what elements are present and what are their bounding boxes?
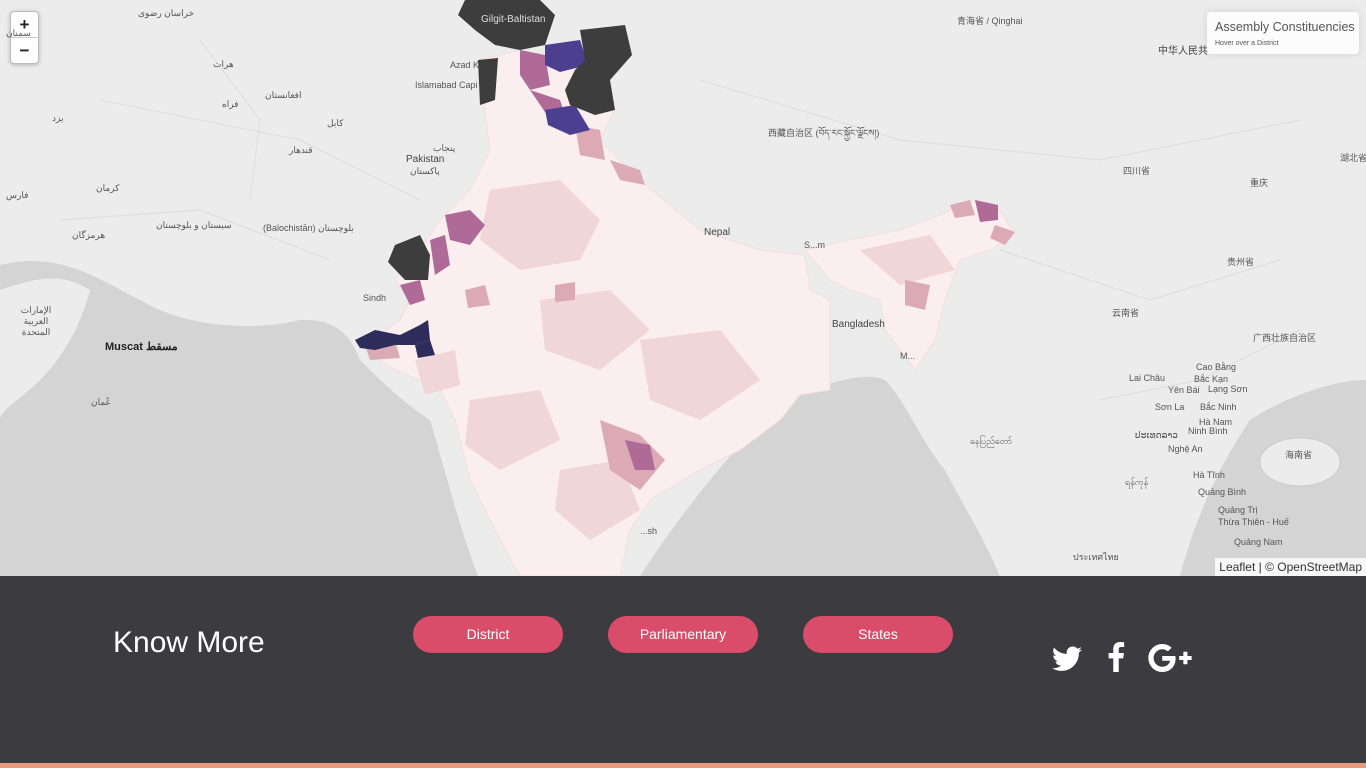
- place-label: Cao Bằng: [1196, 362, 1237, 372]
- place-label: 重庆: [1250, 178, 1269, 188]
- place-label: နေပြည်တော်: [970, 436, 1013, 446]
- place-label: خراسان رضوی: [138, 8, 195, 18]
- know-more-heading: Know More: [113, 626, 265, 659]
- place-label: 中华人民共: [1158, 46, 1208, 57]
- place-label: (Balochistān) بلوچستان: [263, 223, 354, 233]
- gulf-of-oman: [0, 278, 90, 420]
- facebook-icon[interactable]: [1106, 642, 1126, 677]
- legend-subtitle: Hover over a District: [1215, 40, 1279, 47]
- map-tiles: [0, 0, 1366, 576]
- place-label: سمنان: [6, 28, 31, 38]
- place-label: Gilgit-Baltistan: [481, 14, 546, 25]
- place-label: پاکستان: [410, 166, 440, 176]
- hainan: [1259, 437, 1341, 487]
- place-label: M...: [900, 351, 915, 361]
- place-label: ...sh: [640, 526, 658, 536]
- zoom-out-button[interactable]: −: [11, 37, 38, 63]
- place-label: Pakistan: [406, 154, 445, 165]
- gilgit-baltistan-region: [458, 0, 555, 50]
- place-label: 海南省: [1285, 450, 1313, 460]
- place-label: Lạng Sơn: [1208, 384, 1248, 394]
- place-label: عُمان: [91, 397, 111, 407]
- map-attribution: Leaflet | © OpenStreetMap: [1215, 558, 1366, 576]
- place-label: ရန်ကုန်: [1125, 477, 1149, 487]
- twitter-icon[interactable]: [1052, 646, 1082, 677]
- place-label: S...m: [804, 240, 826, 250]
- place-label: الإمارات العربية المتحدة: [20, 305, 52, 337]
- place-label: Quảng Nam: [1234, 537, 1283, 547]
- place-label: کرمان: [96, 183, 120, 193]
- place-label: ประเทศไทย: [1073, 552, 1119, 562]
- place-label: Islamabad Capi: [415, 80, 478, 90]
- place-label: کابل: [327, 118, 344, 128]
- place-label: 青海省 / Qinghai: [957, 16, 1023, 26]
- place-label: Quảng Trị: [1218, 505, 1258, 515]
- bottom-accent-bar: [0, 763, 1366, 768]
- parliamentary-button[interactable]: Parliamentary: [608, 616, 758, 653]
- place-label: یزد: [52, 113, 64, 123]
- states-button[interactable]: States: [803, 616, 953, 653]
- place-label: Quảng Bình: [1198, 487, 1247, 497]
- place-label: Azad K: [450, 60, 480, 70]
- place-label: سیستان و بلوچستان: [156, 220, 232, 230]
- place-label: ປະເທດລາວ: [1135, 430, 1179, 440]
- place-label: Thừa Thiên - Huế: [1218, 517, 1289, 527]
- place-label: 四川省: [1123, 166, 1151, 176]
- place-label: 广西壮族自治区: [1253, 333, 1317, 343]
- place-label: Hà Tĩnh: [1193, 470, 1225, 480]
- place-label: فراه: [222, 99, 239, 109]
- google-plus-icon[interactable]: [1148, 644, 1192, 677]
- place-label: Hà Nam: [1199, 417, 1233, 427]
- place-label: 湖北省: [1340, 153, 1366, 163]
- place-label: Bắc Ninh: [1200, 402, 1237, 412]
- place-label: Lai Châu: [1129, 373, 1166, 383]
- place-label: 贵州省: [1227, 257, 1255, 267]
- place-label: Bắc Kạn: [1194, 374, 1229, 384]
- place-label: فارس: [6, 190, 29, 200]
- zoom-control: + −: [10, 11, 39, 64]
- place-label: پنجاب: [433, 143, 456, 153]
- attribution-separator: | ©: [1258, 560, 1274, 574]
- place-label: Muscat مسقط: [105, 341, 178, 353]
- legend-panel: Assembly Constituencies Hover over a Dis…: [1207, 12, 1359, 54]
- district-button[interactable]: District: [413, 616, 563, 653]
- place-label: Nepal: [704, 227, 731, 238]
- place-label: 云南省: [1112, 308, 1140, 318]
- place-label: Yên Bái: [1168, 385, 1200, 395]
- place-label: هرمزگان: [72, 230, 106, 240]
- place-label: Sindh: [363, 293, 387, 303]
- place-label: افغانستان: [265, 90, 302, 100]
- place-label: Bangladesh: [832, 319, 885, 330]
- footer: Know More District Parliamentary States: [0, 576, 1366, 768]
- bay-of-bengal: [640, 376, 1000, 576]
- place-label: هرات: [213, 59, 234, 69]
- place-label: Nghệ An: [1168, 444, 1203, 454]
- map[interactable]: + − Gilgit-Baltistan Pakistan پاکستان Is…: [0, 0, 1366, 576]
- osm-link[interactable]: OpenStreetMap: [1277, 560, 1362, 574]
- place-label: قندهار: [289, 145, 313, 155]
- place-label: Ninh Bình: [1188, 426, 1228, 436]
- legend-title: Assembly Constituencies: [1215, 20, 1355, 34]
- zoom-in-button[interactable]: +: [19, 15, 30, 34]
- place-label: Sơn La: [1155, 402, 1185, 412]
- leaflet-link[interactable]: Leaflet: [1219, 560, 1256, 574]
- arabian-sea: [0, 260, 478, 576]
- place-label: 西藏自治区 (བོད་རང་སྐྱོང་ལྗོངས།): [768, 128, 880, 138]
